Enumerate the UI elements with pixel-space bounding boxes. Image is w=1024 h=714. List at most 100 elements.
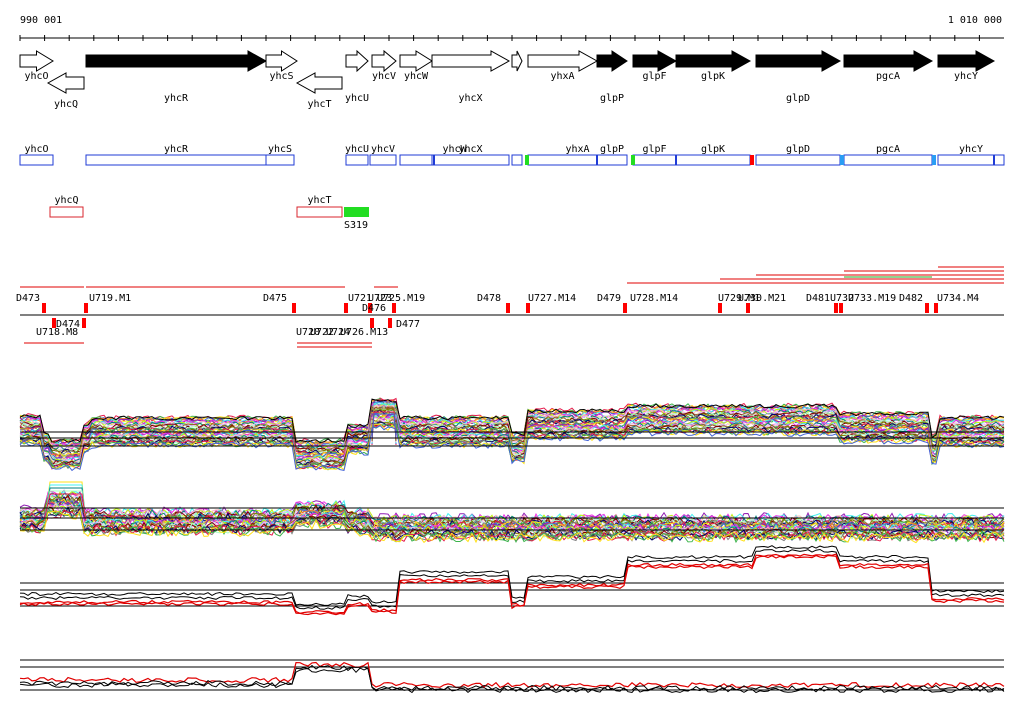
gene-yhcV[interactable]: yhcV xyxy=(371,49,397,82)
cds-box[interactable] xyxy=(345,154,369,166)
segment-marker xyxy=(839,303,843,313)
cds-box-yhcU[interactable]: yhcU xyxy=(345,144,369,166)
gene-arrow[interactable] xyxy=(345,49,369,73)
gene-label: yhcY xyxy=(954,71,978,82)
axis-start-label: 990 001 xyxy=(20,15,62,26)
antisense-box[interactable] xyxy=(49,206,84,218)
cds-box-yhcO[interactable]: yhcO xyxy=(19,144,54,166)
cds-box-unnamed[interactable] xyxy=(511,154,523,166)
gene-unnamed[interactable] xyxy=(511,50,523,72)
antisense-box-yhcT[interactable]: yhcT xyxy=(296,195,343,218)
cds-box-glpK[interactable]: glpK xyxy=(675,144,751,166)
antisense-box-yhcQ[interactable]: yhcQ xyxy=(49,195,84,218)
cds-box[interactable] xyxy=(511,154,523,166)
segment-marker xyxy=(925,303,929,313)
gene-arrow[interactable] xyxy=(755,50,842,72)
segment-marker xyxy=(82,318,86,328)
gene-label: yhcT xyxy=(307,99,331,110)
gene-arrow[interactable] xyxy=(46,72,85,94)
gene-arrow[interactable] xyxy=(371,49,397,73)
gene-yhcR[interactable]: yhcR xyxy=(85,50,268,104)
cds-label: yhcS xyxy=(268,144,292,155)
cds-box[interactable] xyxy=(675,154,751,166)
cds-box-glpF[interactable]: glpF xyxy=(632,144,677,166)
gene-yhcX[interactable]: yhcX xyxy=(431,50,511,104)
profile-track-1 xyxy=(19,397,1005,472)
gene-yhcO[interactable]: yhcO xyxy=(19,50,54,82)
cds-box[interactable] xyxy=(596,154,628,166)
cds-box-yhcY[interactable]: yhcY xyxy=(937,144,1005,166)
cds-label: pgcA xyxy=(876,144,900,155)
gene-arrow[interactable] xyxy=(85,50,268,72)
segment-label-upper: U729.M1 xyxy=(718,293,760,304)
cds-label: yhcU xyxy=(345,144,369,155)
gene-glpD[interactable]: glpD xyxy=(755,50,842,104)
gene-arrow[interactable] xyxy=(843,50,934,72)
segment-marker xyxy=(368,303,372,313)
profile-series xyxy=(19,664,1005,692)
segment-marker xyxy=(506,303,510,313)
cds-box-glpP[interactable]: glpP xyxy=(596,144,628,166)
cds-box[interactable] xyxy=(85,154,267,166)
s-feature-box[interactable] xyxy=(344,207,369,217)
axis-end-label: 1 010 000 xyxy=(948,15,1002,26)
gene-arrow[interactable] xyxy=(431,50,511,72)
gene-glpK[interactable]: glpK xyxy=(675,50,752,82)
cds-box[interactable] xyxy=(755,154,841,166)
antisense-box[interactable] xyxy=(296,206,343,218)
cds-box-pgcA[interactable]: pgcA xyxy=(843,144,933,166)
segment-marker xyxy=(834,303,838,313)
segment-marker xyxy=(526,303,530,313)
cds-box-yhcX[interactable]: yhcX xyxy=(431,144,510,166)
gene-arrow[interactable] xyxy=(295,72,343,94)
cds-box[interactable] xyxy=(843,154,933,166)
cds-box-glpD[interactable]: glpD xyxy=(755,144,841,166)
cds-box-yhcR[interactable]: yhcR xyxy=(85,144,267,166)
gene-arrow[interactable] xyxy=(632,50,678,72)
gene-yhcW[interactable]: yhcW xyxy=(399,50,433,82)
segment-label-lower: U720 xyxy=(296,327,320,338)
gene-arrow[interactable] xyxy=(19,50,54,72)
gene-arrow[interactable] xyxy=(937,50,996,72)
gene-pgcA[interactable]: pgcA xyxy=(843,50,934,82)
profile-series xyxy=(19,661,1005,689)
cds-label: yhcW xyxy=(442,144,467,155)
gene-yhxA[interactable]: yhxA xyxy=(527,50,599,82)
s-feature-s319[interactable]: S319 xyxy=(344,207,369,231)
gene-arrow[interactable] xyxy=(596,50,628,72)
gene-arrow[interactable] xyxy=(527,50,599,72)
cds-label: glpF xyxy=(642,144,666,155)
segment-label-lower: D476 xyxy=(362,303,386,314)
cds-box[interactable] xyxy=(937,154,1005,166)
segment-marker xyxy=(746,303,750,313)
gene-yhcY[interactable]: yhcY xyxy=(937,50,996,82)
gene-arrow[interactable] xyxy=(511,50,523,72)
cds-box[interactable] xyxy=(265,154,295,166)
cds-box[interactable] xyxy=(632,154,677,166)
gene-yhcQ[interactable]: yhcQ xyxy=(46,72,85,110)
gene-glpF[interactable]: glpF xyxy=(632,50,678,82)
segment-label-upper: U719.M1 xyxy=(89,293,131,304)
segment-marker xyxy=(623,303,627,313)
cds-label: yhcR xyxy=(164,144,189,155)
gene-arrow[interactable] xyxy=(399,50,433,72)
cds-box[interactable] xyxy=(19,154,54,166)
gene-yhcS[interactable]: yhcS xyxy=(265,50,298,82)
cds-box[interactable] xyxy=(369,154,397,166)
gene-arrow[interactable] xyxy=(265,50,298,72)
segment-marker xyxy=(370,318,374,328)
cds-box-yhcS[interactable]: yhcS xyxy=(265,144,295,166)
gene-yhcU[interactable]: yhcU xyxy=(345,49,369,104)
gene-glpP[interactable]: glpP xyxy=(596,50,628,104)
segment-label-upper: U728.M14 xyxy=(630,293,678,304)
gene-label: yhxA xyxy=(550,71,574,82)
gene-yhcT[interactable]: yhcT xyxy=(295,72,343,110)
segment-label-upper: U732 xyxy=(830,293,854,304)
segment-marker xyxy=(52,318,56,328)
gene-arrow[interactable] xyxy=(675,50,752,72)
cds-box[interactable] xyxy=(431,154,510,166)
cds-box-yhcV[interactable]: yhcV xyxy=(369,144,397,166)
